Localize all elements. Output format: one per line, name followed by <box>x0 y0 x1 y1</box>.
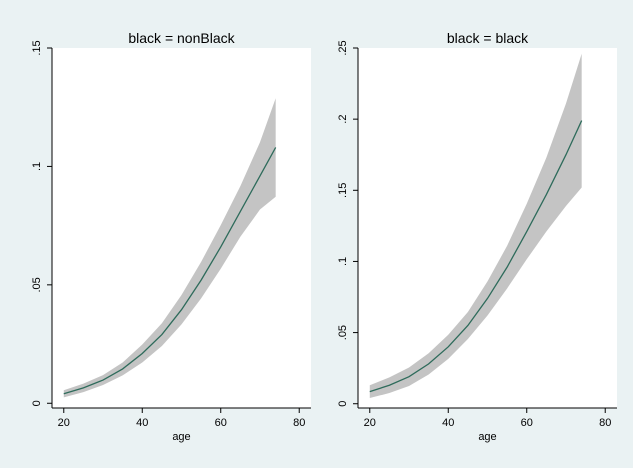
y-tick-label-1-4: .15 <box>31 40 43 55</box>
panel-title-1: black = nonBlack <box>128 30 235 46</box>
y-tick-label-2-1: 0 <box>337 401 349 407</box>
y-tick-label-1-2: .05 <box>31 277 43 292</box>
x-tick-label-1-2: 40 <box>136 417 148 429</box>
x-tick-label-2-1: 20 <box>364 417 376 429</box>
x-tick-label-1-3: 60 <box>215 417 227 429</box>
fitted-line-1 <box>63 147 277 395</box>
y-tick-label-2-4: .15 <box>337 183 349 198</box>
y-tick-label-1-3: .1 <box>31 162 43 171</box>
confidence-band-2 <box>369 53 582 399</box>
x-axis-label-2: age <box>478 431 496 443</box>
y-tick-label-2-2: .05 <box>337 325 349 340</box>
y-tick-label-2-3: .1 <box>337 257 349 266</box>
fitted-line-2 <box>369 120 583 393</box>
confidence-band-1 <box>63 98 276 398</box>
y-tick-label-2-6: .25 <box>337 40 349 55</box>
x-tick-label-2-4: 80 <box>599 417 611 429</box>
x-tick-label-2-2: 40 <box>442 417 454 429</box>
x-tick-label-1-4: 80 <box>293 417 305 429</box>
y-tick-label-2-5: .2 <box>337 115 349 124</box>
x-tick-label-1-1: 20 <box>58 417 70 429</box>
panel-title-2: black = black <box>447 30 529 46</box>
x-tick-label-2-3: 60 <box>521 417 533 429</box>
y-tick-label-1-1: 0 <box>31 400 43 406</box>
plot-area-1 <box>52 48 311 408</box>
x-axis-label-1: age <box>172 431 190 443</box>
